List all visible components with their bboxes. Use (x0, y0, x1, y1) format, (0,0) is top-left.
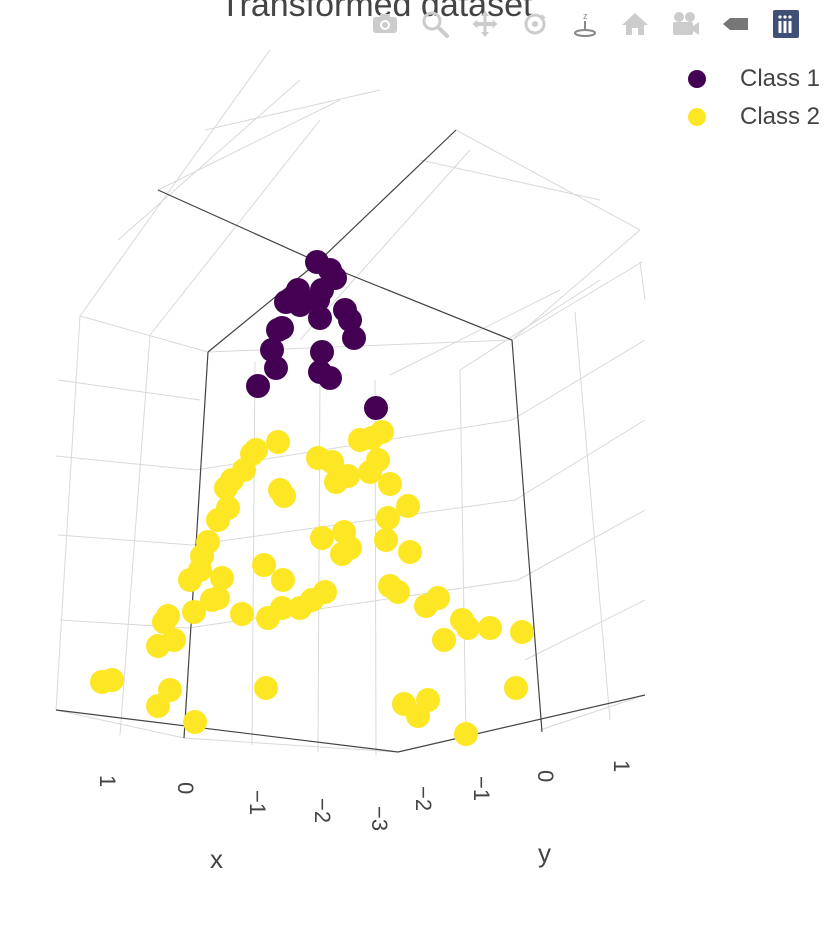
class-2-point[interactable] (244, 438, 268, 462)
y-axis-label: y (538, 838, 551, 868)
hover-icon[interactable] (710, 4, 760, 44)
class-2-point[interactable] (504, 676, 528, 700)
x-tick-label: −1 (245, 790, 270, 815)
class-2-point[interactable] (270, 596, 294, 620)
class-1-point[interactable] (260, 338, 284, 362)
class-2-point[interactable] (454, 722, 478, 746)
legend: Class 1 Class 2 (686, 60, 820, 136)
class-2-point[interactable] (374, 528, 398, 552)
x-tick-label: 0 (173, 782, 198, 794)
class-2-point[interactable] (386, 580, 410, 604)
class-2-point[interactable] (158, 678, 182, 702)
class-1-point[interactable] (266, 318, 290, 342)
class-2-point[interactable] (358, 460, 382, 484)
class-2-point[interactable] (456, 616, 480, 640)
x-tick-label: 1 (95, 775, 120, 787)
axis-lines (55, 129, 646, 753)
legend-label-class-2: Class 2 (740, 103, 821, 130)
class-2-point[interactable] (432, 628, 456, 652)
y-tick-label: −2 (411, 786, 436, 811)
camera-view-icon[interactable] (660, 4, 710, 44)
class-2-point[interactable] (330, 542, 354, 566)
class-1-point[interactable] (308, 306, 332, 330)
tick-labels: 1 0 −1 −2 −3 −2 −1 0 1 x y (95, 760, 634, 874)
class-2-point[interactable] (162, 628, 186, 652)
class-2-point[interactable] (310, 526, 334, 550)
y-tick-label: 0 (533, 770, 558, 782)
class-2-point[interactable] (266, 430, 290, 454)
class-2-point[interactable] (478, 616, 502, 640)
class-2-point[interactable] (152, 610, 176, 634)
y-tick-label: −1 (469, 776, 494, 801)
class-2-point[interactable] (210, 566, 234, 590)
home-icon[interactable] (610, 4, 660, 44)
class-2-point[interactable] (100, 668, 124, 692)
class-1-point[interactable] (318, 366, 342, 390)
class-2-point[interactable] (216, 496, 240, 520)
legend-marker-class-1 (688, 70, 706, 88)
class-2-point[interactable] (183, 710, 207, 734)
class-2-point[interactable] (398, 540, 422, 564)
legend-item-class-2[interactable]: Class 2 (686, 98, 820, 136)
class-2-point[interactable] (182, 600, 206, 624)
class-2-point[interactable] (268, 478, 292, 502)
class-2-point[interactable] (313, 580, 337, 604)
legend-item-class-1[interactable]: Class 1 (686, 60, 820, 98)
class-2-point[interactable] (336, 464, 360, 488)
class-2-point[interactable] (230, 602, 254, 626)
class-2-point[interactable] (376, 506, 400, 530)
class-2-point[interactable] (406, 704, 430, 728)
svg-text:z: z (583, 11, 588, 21)
class-2-point[interactable] (426, 586, 450, 610)
camera-icon[interactable] (360, 4, 410, 44)
orbit-icon[interactable] (510, 4, 560, 44)
class-1-point[interactable] (342, 326, 366, 350)
class-1-point[interactable] (264, 356, 288, 380)
plotly-logo-icon[interactable] (760, 4, 810, 44)
class-2-point[interactable] (320, 450, 344, 474)
class-2-point[interactable] (396, 494, 420, 518)
x-tick-label: −3 (367, 806, 392, 831)
data-points[interactable] (90, 250, 534, 746)
zoom-icon[interactable] (410, 4, 460, 44)
legend-marker-class-2 (688, 108, 706, 126)
class-1-point[interactable] (338, 308, 362, 332)
class-2-point[interactable] (252, 553, 276, 577)
class-1-point[interactable] (306, 288, 330, 312)
modebar: z (360, 2, 810, 46)
class-2-point[interactable] (370, 420, 394, 444)
y-tick-label: 1 (609, 760, 634, 772)
class-1-point[interactable] (246, 374, 270, 398)
class-2-point[interactable] (206, 586, 230, 610)
legend-label-class-1: Class 1 (740, 65, 821, 92)
pan-icon[interactable] (460, 4, 510, 44)
class-2-point[interactable] (196, 530, 220, 554)
class-2-point[interactable] (510, 620, 534, 644)
x-axis-label: x (210, 844, 223, 874)
class-2-point[interactable] (254, 676, 278, 700)
class-2-point[interactable] (378, 472, 402, 496)
grid-lines (55, 49, 646, 756)
class-1-point[interactable] (364, 396, 388, 420)
class-1-point[interactable] (310, 340, 334, 364)
class-2-point[interactable] (271, 568, 295, 592)
x-tick-label: −2 (310, 798, 335, 823)
class-1-point[interactable] (288, 293, 312, 317)
turntable-icon[interactable]: z (560, 4, 610, 44)
